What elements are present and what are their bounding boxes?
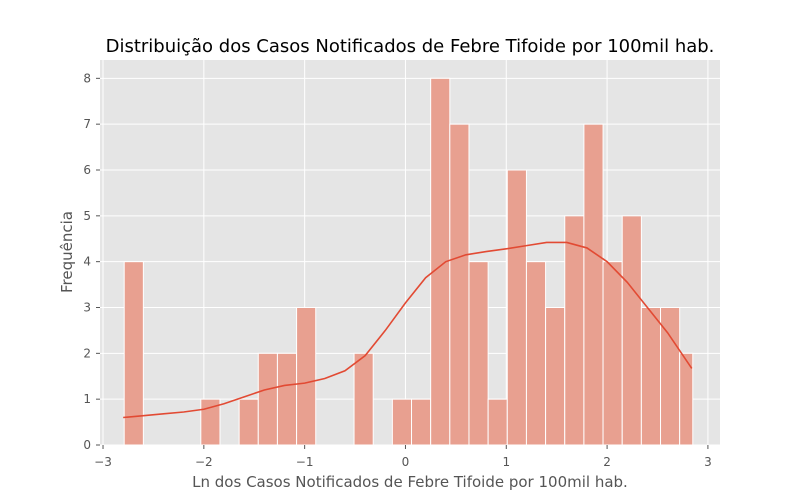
y-tick-label: 3 (83, 301, 91, 315)
y-tick-label: 6 (83, 163, 91, 177)
y-tick-label: 2 (83, 346, 91, 360)
histogram-bar (602, 261, 623, 446)
x-tick-label: −3 (94, 455, 112, 469)
histogram-bar (621, 215, 642, 446)
histogram-bar (257, 352, 278, 446)
histogram-bar (411, 398, 432, 446)
y-tick-label: 5 (83, 209, 91, 223)
x-tick-label: 3 (704, 455, 712, 469)
histogram-bar (468, 261, 489, 446)
y-axis-label: Frequência (58, 211, 76, 293)
axis-ticks: −3 −2 −1 0 1 2 3 0 1 2 3 4 5 6 7 8 (83, 71, 711, 469)
histogram-bar (276, 352, 298, 446)
x-tick-label: 1 (502, 455, 510, 469)
histogram-bar (545, 307, 566, 446)
histogram-bar (353, 352, 374, 446)
histogram-bar (449, 123, 470, 446)
x-tick-label: −1 (296, 455, 314, 469)
histogram-bar (391, 398, 413, 446)
y-tick-label: 1 (83, 392, 91, 406)
histogram-bar (487, 398, 508, 446)
histogram-bar (506, 169, 527, 446)
y-tick-label: 8 (83, 71, 91, 85)
y-tick-label: 0 (83, 438, 91, 452)
histogram-bar (564, 215, 585, 446)
x-tick-label: 2 (603, 455, 611, 469)
histogram-bar (679, 352, 694, 446)
y-tick-label: 7 (83, 117, 91, 131)
histogram-bar (123, 261, 144, 446)
histogram-bar (525, 261, 547, 446)
x-tick-label: 0 (402, 455, 410, 469)
histogram-bar (200, 398, 221, 446)
bars (123, 77, 694, 446)
kde-curve (123, 241, 693, 419)
chart-title: Distribuição dos Casos Notificados de Fe… (106, 36, 715, 57)
histogram-bar (238, 398, 259, 446)
histogram-bar (640, 307, 662, 446)
x-axis-label: Ln dos Casos Notificados de Febre Tifoid… (192, 473, 628, 491)
histogram-bar (583, 123, 604, 446)
y-tick-label: 4 (83, 255, 91, 269)
x-tick-label: −2 (195, 455, 213, 469)
histogram-bar (296, 307, 317, 446)
